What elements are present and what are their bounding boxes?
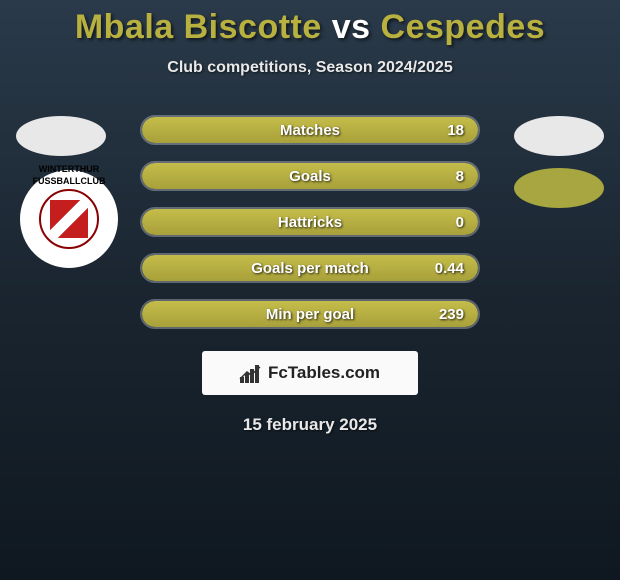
right-badge-ellipse-top bbox=[514, 116, 604, 156]
stat-row-gpm: Goals per match 0.44 bbox=[140, 253, 480, 283]
stats-area: FUSSBALLCLUB WINTERTHUR Matches 18 Goals… bbox=[0, 115, 620, 435]
club-logo-outer: FUSSBALLCLUB WINTERTHUR bbox=[20, 170, 118, 268]
stat-value: 239 bbox=[439, 306, 464, 323]
stat-value: 0 bbox=[456, 214, 464, 231]
stat-value: 8 bbox=[456, 168, 464, 185]
club-logo-text-bottom: WINTERTHUR bbox=[20, 164, 118, 262]
stat-label: Min per goal bbox=[142, 306, 478, 323]
left-badge-ellipse bbox=[16, 116, 106, 156]
stat-label: Matches bbox=[142, 122, 478, 139]
stat-rows: Matches 18 Goals 8 Hattricks 0 Goals per… bbox=[140, 115, 480, 329]
right-badge-ellipse-bottom bbox=[514, 168, 604, 208]
vs-text: vs bbox=[332, 8, 371, 46]
bar-chart-icon bbox=[240, 363, 262, 383]
stat-label: Hattricks bbox=[142, 214, 478, 231]
club-logo: FUSSBALLCLUB WINTERTHUR bbox=[20, 170, 118, 268]
branding-box: FcTables.com bbox=[202, 351, 418, 395]
infographic-container: Mbala Biscotte vs Cespedes Club competit… bbox=[0, 0, 620, 435]
stat-row-matches: Matches 18 bbox=[140, 115, 480, 145]
stat-row-hattricks: Hattricks 0 bbox=[140, 207, 480, 237]
date-text: 15 february 2025 bbox=[0, 415, 620, 435]
stat-label: Goals per match bbox=[142, 260, 478, 277]
player2-name: Cespedes bbox=[381, 8, 546, 46]
stat-label: Goals bbox=[142, 168, 478, 185]
stat-value: 0.44 bbox=[435, 260, 464, 277]
branding-text: FcTables.com bbox=[268, 363, 380, 383]
page-title: Mbala Biscotte vs Cespedes bbox=[75, 8, 545, 47]
stat-row-goals: Goals 8 bbox=[140, 161, 480, 191]
stat-row-mpg: Min per goal 239 bbox=[140, 299, 480, 329]
stat-value: 18 bbox=[447, 122, 464, 139]
subtitle: Club competitions, Season 2024/2025 bbox=[167, 59, 452, 77]
player1-name: Mbala Biscotte bbox=[75, 8, 322, 46]
